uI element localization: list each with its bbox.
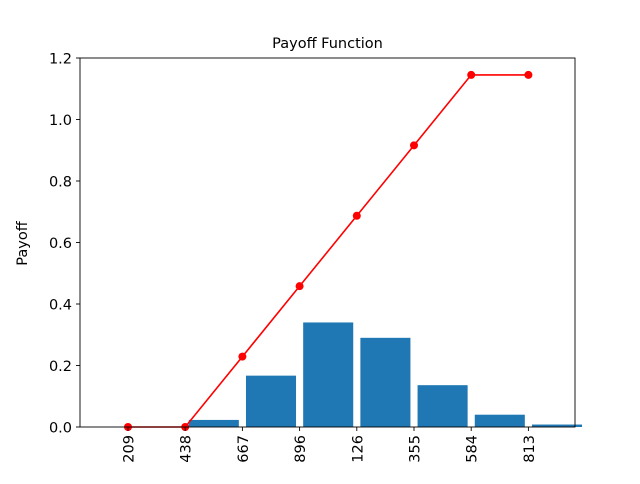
- x-tick-label-0: 209: [122, 435, 138, 463]
- x-tick-label-7: 813: [522, 435, 538, 463]
- payoff-point-7: [524, 70, 533, 79]
- payoff-point-5: [410, 141, 418, 150]
- y-tick-label-2: 0.4: [49, 298, 72, 314]
- y-tick-label-5: 1.0: [49, 113, 72, 129]
- x-axis-ticks: 209 438 667 896 126 355 584 813: [122, 427, 538, 463]
- bar-2: [245, 375, 297, 427]
- x-tick-label-6: 584: [465, 435, 481, 463]
- payoff-line-series: [124, 70, 533, 431]
- x-tick-label-5: 355: [408, 435, 424, 463]
- bar-5: [417, 385, 468, 427]
- x-tick-label-3: 896: [293, 435, 309, 463]
- y-tick-label-4: 0.8: [49, 175, 72, 191]
- payoff-point-3: [295, 282, 304, 291]
- y-tick-label-3: 0.6: [49, 236, 72, 252]
- y-tick-label-6: 1.2: [49, 52, 72, 68]
- x-tick-label-1: 438: [179, 435, 195, 463]
- bar-3: [303, 322, 354, 427]
- bar-6: [474, 414, 525, 427]
- y-tick-label-0: 0.0: [49, 421, 72, 437]
- payoff-point-2: [238, 352, 247, 361]
- chart-title: Payoff Function: [272, 36, 383, 52]
- x-tick-label-2: 667: [236, 435, 252, 463]
- payoff-line: [128, 74, 529, 428]
- bar-7: [531, 424, 583, 427]
- bar-4: [360, 337, 411, 427]
- y-axis-label: Payoff: [15, 220, 31, 265]
- bar-1: [188, 419, 239, 427]
- bar-series: [188, 322, 583, 427]
- payoff-point-4: [352, 211, 361, 220]
- x-tick-label-4: 126: [350, 435, 366, 463]
- y-axis-ticks: 0.0 0.2 0.4 0.6 0.8 1.0 1.2: [49, 52, 80, 437]
- y-tick-label-1: 0.2: [49, 359, 72, 375]
- payoff-point-6: [467, 70, 476, 79]
